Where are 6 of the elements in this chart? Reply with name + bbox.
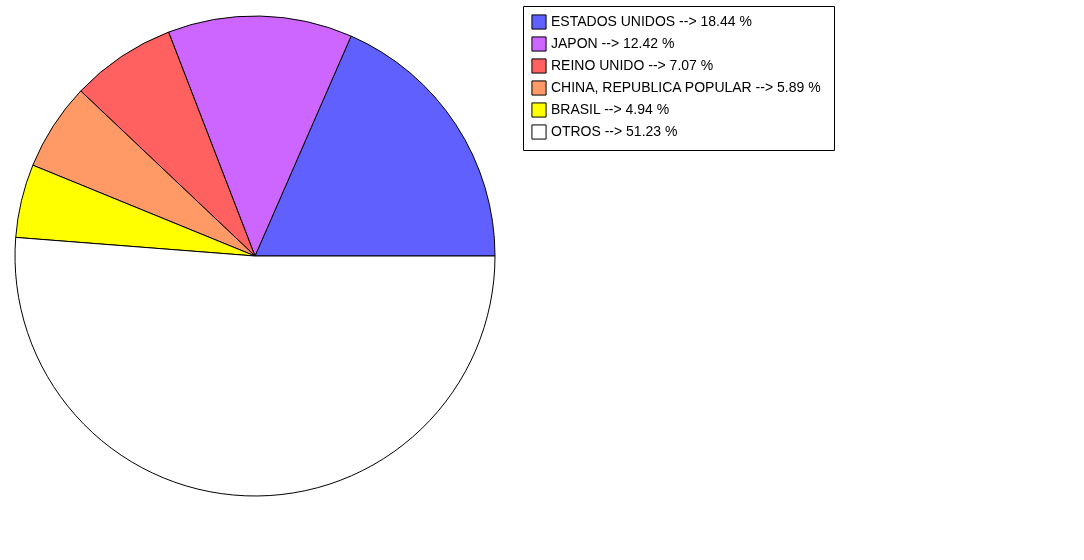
legend-label: REINO UNIDO --> 7.07 % [551, 57, 714, 73]
legend-label: CHINA, REPUBLICA POPULAR --> 5.89 % [551, 79, 821, 95]
legend-label: OTROS --> 51.23 % [551, 123, 678, 139]
legend-label: BRASIL --> 4.94 % [551, 101, 670, 117]
legend-label: JAPON --> 12.42 % [551, 35, 675, 51]
legend-label: ESTADOS UNIDOS --> 18.44 % [551, 13, 752, 29]
